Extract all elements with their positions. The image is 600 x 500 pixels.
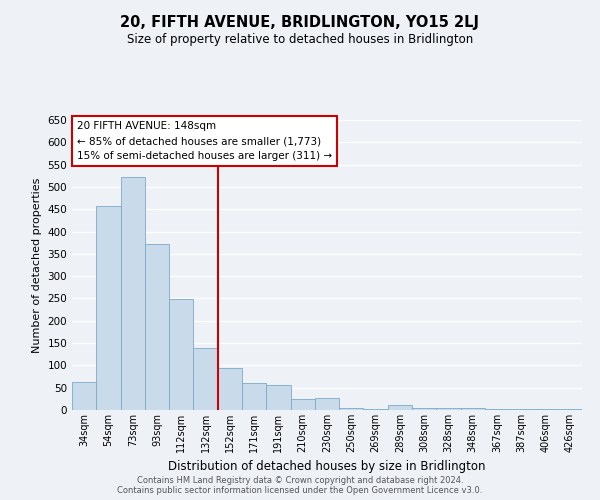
- Text: 20, FIFTH AVENUE, BRIDLINGTON, YO15 2LJ: 20, FIFTH AVENUE, BRIDLINGTON, YO15 2LJ: [121, 15, 479, 30]
- Text: Size of property relative to detached houses in Bridlington: Size of property relative to detached ho…: [127, 32, 473, 46]
- Bar: [121, 177, 145, 410]
- Bar: [339, 408, 364, 410]
- Bar: [412, 408, 436, 410]
- Text: Contains HM Land Registry data © Crown copyright and database right 2024.: Contains HM Land Registry data © Crown c…: [137, 476, 463, 485]
- Bar: [388, 404, 412, 410]
- Bar: [509, 409, 533, 410]
- Text: 20 FIFTH AVENUE: 148sqm
← 85% of detached houses are smaller (1,773)
15% of semi: 20 FIFTH AVENUE: 148sqm ← 85% of detache…: [77, 122, 332, 161]
- Bar: [461, 408, 485, 410]
- Bar: [364, 408, 388, 410]
- Y-axis label: Number of detached properties: Number of detached properties: [32, 178, 42, 352]
- Bar: [96, 206, 121, 410]
- Bar: [145, 244, 169, 410]
- Bar: [266, 384, 290, 410]
- Bar: [242, 383, 266, 410]
- Bar: [436, 408, 461, 410]
- Bar: [290, 399, 315, 410]
- Bar: [218, 368, 242, 410]
- Bar: [558, 409, 582, 410]
- Bar: [169, 299, 193, 410]
- Bar: [485, 409, 509, 410]
- Bar: [533, 409, 558, 410]
- Bar: [72, 382, 96, 410]
- Bar: [193, 348, 218, 410]
- X-axis label: Distribution of detached houses by size in Bridlington: Distribution of detached houses by size …: [168, 460, 486, 473]
- Text: Contains public sector information licensed under the Open Government Licence v3: Contains public sector information licen…: [118, 486, 482, 495]
- Bar: [315, 398, 339, 410]
